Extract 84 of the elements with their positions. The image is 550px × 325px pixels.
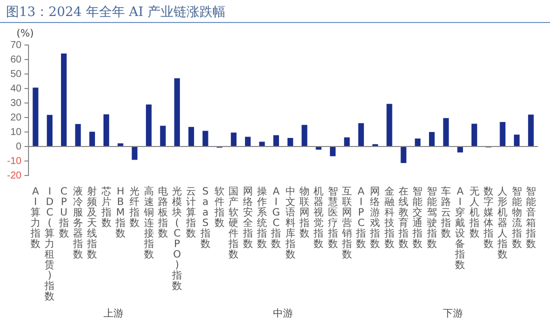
x-tick-label: AIGC指数 <box>270 186 282 250</box>
bar <box>386 104 392 146</box>
bar <box>500 122 506 146</box>
x-tick-label: 电路板指数 <box>156 185 168 240</box>
x-tick-label: 金融科技指数 <box>383 185 394 250</box>
bar <box>330 147 336 156</box>
y-tick-label: 30 <box>10 98 22 109</box>
bar <box>259 142 265 146</box>
bar <box>230 132 237 146</box>
bar <box>514 134 520 146</box>
x-tick-label: SaaS指数 <box>199 186 210 250</box>
y-tick-label: 20 <box>10 112 22 124</box>
text: 上游 <box>103 308 124 320</box>
bar <box>287 138 294 146</box>
text: 中游 <box>273 308 294 320</box>
y-tick-label: 10 <box>10 126 22 138</box>
x-tick-label: AIPC指数 <box>355 186 366 250</box>
x-tick-label: 高速铜连接指数 <box>142 185 154 260</box>
y-tick-label: 40 <box>10 83 22 94</box>
x-tick-label: 操作系统指数 <box>256 185 267 250</box>
x-tick-label: 芯片指数 <box>100 185 112 229</box>
bar <box>61 54 67 146</box>
x-tick-label: 人形机器人指数 <box>496 186 508 260</box>
x-tick-label: AI穿戴设备指数 <box>454 186 466 271</box>
chart-title: 图13：2024 年全年 AI 产业链涨跌幅 <box>0 0 550 23</box>
x-tick-label: 国产软硬件指数 <box>228 186 239 260</box>
y-tick-label: 70 <box>10 40 22 51</box>
text: 下游 <box>443 308 464 320</box>
bar <box>443 118 449 146</box>
bar <box>316 147 322 150</box>
y-tick-label: 0 <box>16 141 22 152</box>
bar <box>146 104 152 146</box>
bar <box>273 135 279 146</box>
bar <box>302 124 308 146</box>
x-tick-label: CPU指数 <box>58 186 69 240</box>
y-tick-label: 60 <box>10 54 22 66</box>
y-axis-title: (%) <box>16 28 34 40</box>
x-tick-label: 云计算指数 <box>185 186 196 240</box>
x-tick-label: 智慧医疗指数 <box>326 185 338 250</box>
bar <box>414 138 421 146</box>
y-tick-label: -10 <box>7 156 22 167</box>
x-tick-label: 在线教育指数 <box>398 185 409 250</box>
bar <box>400 147 406 164</box>
x-tick-label: 物联网指数 <box>298 186 310 240</box>
x-tick-label: AI算力指数 <box>30 186 41 250</box>
x-tick-label: 射频及天线指数 <box>86 185 98 260</box>
x-tick-label: 软件指数 <box>214 185 225 229</box>
x-tick-label: 光纤指数 <box>128 185 140 229</box>
bar <box>160 126 166 146</box>
x-tick-label: 无人机指数 <box>468 186 480 240</box>
bar <box>188 126 194 146</box>
bar <box>358 123 364 146</box>
x-tick-label: 机器视觉指数 <box>312 185 324 250</box>
bar <box>457 147 463 152</box>
x-tick-label: 网络游戏指数 <box>369 186 380 250</box>
bar <box>429 132 435 146</box>
y-tick-label: 50 <box>10 68 22 80</box>
bar <box>245 136 251 146</box>
x-tick-label: 中文语料库指数 <box>284 185 296 260</box>
x-tick-label: 智能音箱指数 <box>524 185 536 250</box>
bar <box>75 124 81 146</box>
bar <box>174 78 180 146</box>
bar <box>132 147 138 160</box>
bar <box>344 137 350 146</box>
x-tick-label: 互联网营销指数 <box>340 186 352 260</box>
x-tick-label: 车路云指数 <box>440 185 451 240</box>
x-tick-label: 数字媒体指数 <box>482 186 494 250</box>
bar <box>528 114 534 146</box>
y-tick-label: -20 <box>7 170 22 182</box>
category-label: 光模块(CPO)指数 <box>172 186 182 292</box>
x-tick-label: 液冷服务器指数 <box>72 185 83 260</box>
x-tick-label: 智能驾驶指数 <box>426 185 437 250</box>
bar <box>46 114 53 146</box>
bar <box>471 124 478 146</box>
category-label: IDC(算力租赁)指数 <box>44 186 55 302</box>
x-tick-label: 智能交通指数 <box>412 185 423 250</box>
x-tick-label: HBM指数 <box>114 186 126 240</box>
x-tick-label: 智能物流指数 <box>510 185 522 250</box>
bar <box>89 132 95 146</box>
bar <box>103 114 110 146</box>
x-tick-label: 网络安全指数 <box>242 186 253 250</box>
bar <box>118 143 124 146</box>
bar <box>202 130 208 146</box>
bar <box>32 88 38 146</box>
